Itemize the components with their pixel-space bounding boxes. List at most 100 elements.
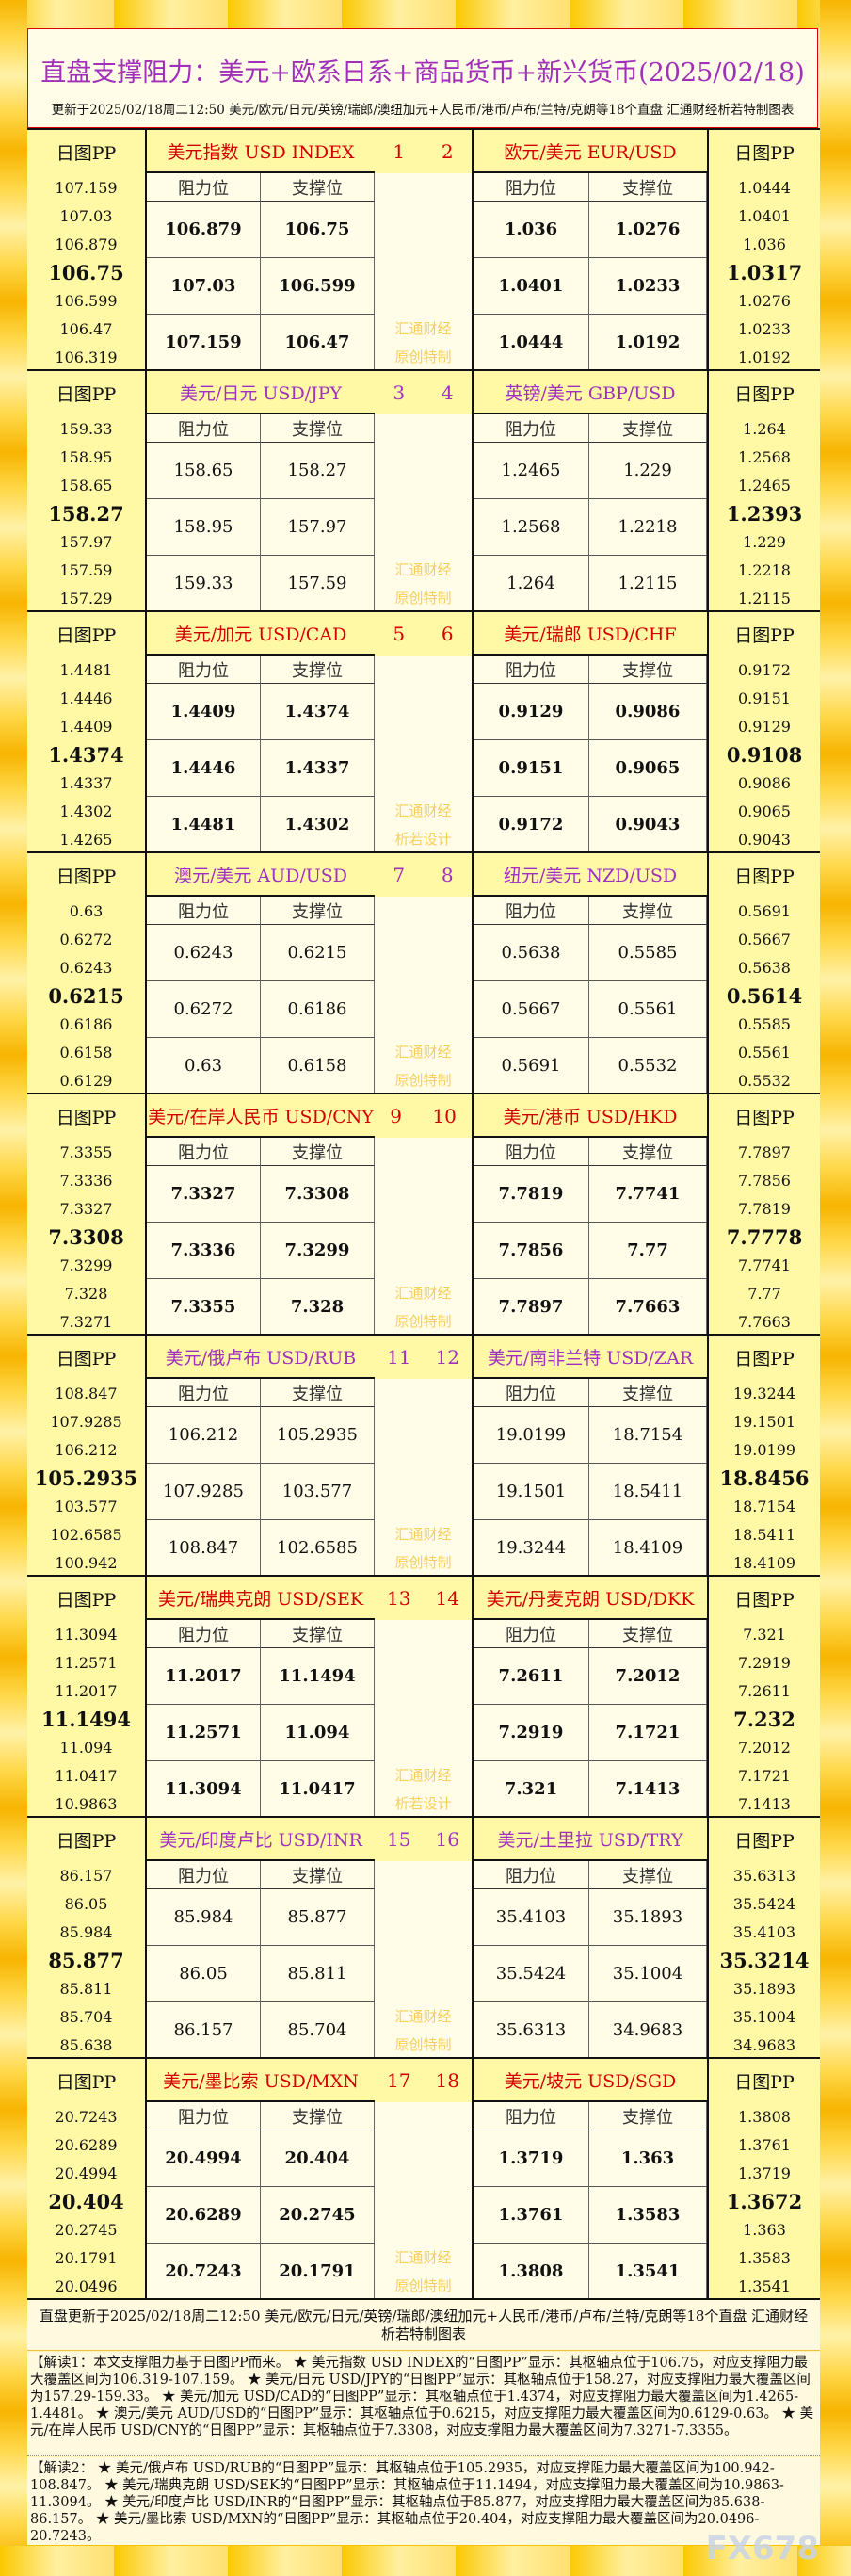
pair-number: 10 (432, 1105, 457, 1127)
pp-column-header: 日图PP (27, 853, 147, 897)
page-title: 直盘支撑阻力：美元+欧系日系+商品货币+新兴货币(2025/02/18) (40, 58, 805, 88)
pp-level-value: 85.704 (27, 2002, 147, 2031)
pp-level-value: 108.847 (27, 1379, 147, 1407)
top-decorative-border (0, 0, 851, 28)
pp-level-value: 20.0496 (27, 2272, 147, 2300)
pp-level-value: 18.5411 (707, 1520, 820, 1548)
pair-numbers: 15 16 (375, 1818, 474, 1861)
pair-block: 日图PP 86.157 86.05 85.984 85.877 85.811 85.704 8… (27, 1816, 820, 2059)
pp-level-value: 7.2012 (707, 1733, 820, 1761)
pp-level-value: 159.33 (27, 414, 147, 443)
resistance-value: 107.9285 (147, 1464, 261, 1520)
resistance-value: 85.984 (147, 1889, 261, 1946)
resistance-value: 0.5638 (474, 925, 589, 981)
pair-block: 日图PP 1.4481 1.4446 1.4409 1.4374 1.4337 1.4302… (27, 610, 820, 853)
resistance-value: 0.63 (147, 1038, 261, 1094)
pp-level-value: 19.3244 (707, 1379, 820, 1407)
pivot-point-value: 158.27 (27, 499, 147, 527)
resistance-header: 阻力位 (147, 414, 261, 443)
support-header: 支撑位 (589, 2102, 707, 2130)
support-value: 106.599 (261, 258, 375, 315)
resistance-header: 阻力位 (147, 1379, 261, 1407)
pivot-point-value: 20.404 (27, 2187, 147, 2215)
resistance-header: 阻力位 (474, 656, 589, 684)
pivot-point-value: 1.4374 (27, 740, 147, 769)
resistance-value: 7.3355 (147, 1279, 261, 1336)
pair-number: 1 (393, 140, 406, 163)
pp-level-value: 85.638 (27, 2031, 147, 2059)
support-value: 1.3541 (589, 2244, 707, 2300)
brand-subtext: 原创特制 (394, 348, 452, 365)
resistance-value: 20.6289 (147, 2187, 261, 2244)
brand-watermark: 汇通财经 原创特制 (375, 173, 474, 371)
resistance-value: 7.7819 (474, 1166, 589, 1223)
pair-name-header: 美元/日元 USD/JPY (147, 371, 375, 414)
support-header: 支撑位 (589, 897, 707, 925)
support-value: 1.363 (589, 2130, 707, 2187)
pivot-point-value: 7.7778 (707, 1223, 820, 1251)
pair-number: 5 (393, 623, 406, 645)
support-value: 0.9086 (589, 684, 707, 740)
pp-level-value: 11.2017 (27, 1677, 147, 1705)
pp-level-value: 7.2919 (707, 1648, 820, 1677)
support-value: 1.3583 (589, 2187, 707, 2244)
pair-number: 9 (390, 1105, 402, 1127)
support-value: 1.2218 (589, 499, 707, 556)
resistance-value: 1.0444 (474, 315, 589, 371)
pivot-point-value: 0.9108 (707, 740, 820, 769)
support-value: 1.2115 (589, 556, 707, 612)
resistance-value: 7.7856 (474, 1223, 589, 1279)
pp-level-value: 7.328 (27, 1279, 147, 1307)
pair-number: 4 (441, 381, 454, 404)
pp-column-header: 日图PP (707, 371, 820, 414)
pp-level-value: 11.2571 (27, 1648, 147, 1677)
pair-number: 13 (387, 1587, 411, 1610)
pair-number: 6 (441, 623, 454, 645)
pp-column-header: 日图PP (27, 1818, 147, 1861)
pivot-point-value: 18.8456 (707, 1464, 820, 1492)
resistance-value: 35.4103 (474, 1889, 589, 1946)
support-value: 1.229 (589, 443, 707, 499)
support-value: 7.7663 (589, 1279, 707, 1336)
brand-text: 汇通财经 (394, 1285, 452, 1302)
resistance-header: 阻力位 (474, 1138, 589, 1166)
pp-level-value: 100.942 (27, 1548, 147, 1577)
resistance-value: 1.036 (474, 202, 589, 258)
resistance-value: 1.2568 (474, 499, 589, 556)
resistance-value: 1.4409 (147, 684, 261, 740)
resistance-header: 阻力位 (147, 1620, 261, 1648)
support-value: 158.27 (261, 443, 375, 499)
pair-name-header: 美元指数 USD INDEX (147, 130, 375, 173)
brand-text: 汇通财经 (394, 1767, 452, 1784)
pair-name-header: 英镑/美元 GBP/USD (474, 371, 707, 414)
resistance-header: 阻力位 (474, 1861, 589, 1889)
support-value: 1.4374 (261, 684, 375, 740)
pp-level-value: 19.1501 (707, 1407, 820, 1435)
pp-level-value: 0.9065 (707, 797, 820, 825)
support-header: 支撑位 (261, 173, 375, 202)
support-value: 0.9065 (589, 740, 707, 797)
pp-column-header: 日图PP (707, 2059, 820, 2102)
resistance-header: 阻力位 (147, 656, 261, 684)
resistance-value: 0.6243 (147, 925, 261, 981)
pivot-point-value: 7.3308 (27, 1223, 147, 1251)
pair-name-header: 澳元/美元 AUD/USD (147, 853, 375, 897)
pp-level-value: 85.811 (27, 1974, 147, 2002)
pair-name-header: 美元/加元 USD/CAD (147, 612, 375, 656)
pair-name-header: 美元/墨比索 USD/MXN (147, 2059, 375, 2102)
support-value: 18.5411 (589, 1464, 707, 1520)
resistance-value: 159.33 (147, 556, 261, 612)
pp-level-value: 157.29 (27, 584, 147, 612)
support-header: 支撑位 (261, 2102, 375, 2130)
pp-level-value: 20.4994 (27, 2159, 147, 2187)
pp-column-header: 日图PP (707, 1336, 820, 1379)
pp-level-value: 7.7856 (707, 1166, 820, 1194)
resistance-value: 7.3327 (147, 1166, 261, 1223)
pp-level-value: 106.599 (27, 286, 147, 315)
support-value: 7.1721 (589, 1705, 707, 1761)
pp-level-value: 1.2568 (707, 443, 820, 471)
brand-watermark: 汇通财经 原创特制 (375, 1861, 474, 2059)
resistance-value: 1.4481 (147, 797, 261, 853)
